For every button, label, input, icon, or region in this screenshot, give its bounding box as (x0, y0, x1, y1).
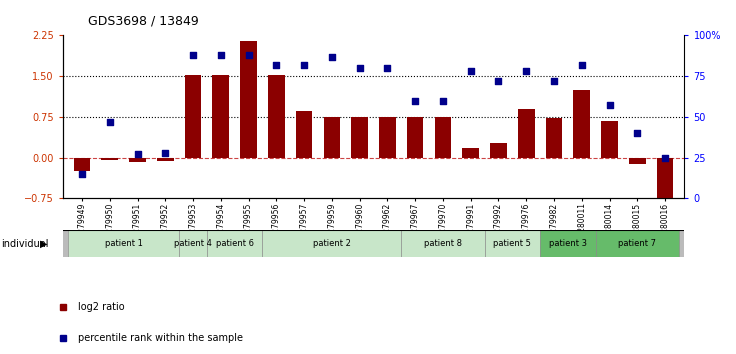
Bar (157, 158, 174, 161)
Text: GDS3698 / 13849: GDS3698 / 13849 (88, 14, 199, 27)
Bar (268, 75, 285, 158)
Point (160, 150, 171, 155)
Point (76, 171, 88, 177)
Point (409, 98, 421, 103)
Point (298, 62, 310, 68)
Text: patient 7: patient 7 (618, 239, 657, 248)
Bar (595, 230, 679, 257)
Point (270, 62, 282, 68)
Bar (545, 119, 562, 158)
Bar (213, 75, 229, 158)
Point (381, 65, 393, 71)
Point (465, 68, 477, 74)
Point (104, 119, 116, 125)
Text: patient 8: patient 8 (424, 239, 462, 248)
Point (520, 68, 532, 74)
Bar (179, 230, 207, 257)
Bar (401, 230, 484, 257)
Bar (490, 143, 507, 158)
Point (492, 78, 504, 84)
Point (326, 54, 338, 59)
Point (631, 130, 643, 136)
Text: percentile rank within the sample: percentile rank within the sample (78, 333, 243, 343)
Bar (68, 230, 179, 257)
Point (243, 52, 255, 58)
Text: patient 2: patient 2 (313, 239, 351, 248)
Text: log2 ratio: log2 ratio (78, 302, 124, 312)
Bar (240, 41, 257, 158)
Point (548, 78, 560, 84)
Point (659, 155, 671, 160)
Bar (407, 117, 423, 158)
Bar (296, 112, 313, 158)
Point (215, 52, 227, 58)
Bar (434, 117, 451, 158)
Bar (657, 158, 673, 202)
Bar (263, 230, 401, 257)
Bar (102, 158, 118, 160)
Bar (518, 109, 534, 158)
Bar (130, 158, 146, 162)
Text: ▶: ▶ (40, 239, 48, 249)
Bar (462, 148, 479, 158)
Point (187, 52, 199, 58)
Point (437, 98, 449, 103)
Text: patient 3: patient 3 (549, 239, 587, 248)
Point (354, 65, 366, 71)
Bar (74, 158, 91, 171)
Bar (379, 117, 396, 158)
Text: patient 4: patient 4 (174, 239, 212, 248)
Text: individual: individual (1, 239, 49, 249)
Bar (601, 121, 618, 158)
Bar (484, 230, 540, 257)
Text: patient 5: patient 5 (493, 239, 531, 248)
Bar (207, 230, 263, 257)
Bar (573, 90, 590, 158)
Point (576, 62, 587, 68)
Bar (351, 117, 368, 158)
Point (604, 103, 615, 108)
Bar (185, 75, 202, 158)
Bar (324, 117, 340, 158)
Point (132, 152, 144, 157)
Text: patient 6: patient 6 (216, 239, 254, 248)
Text: patient 1: patient 1 (105, 239, 143, 248)
Bar (540, 230, 595, 257)
Bar (629, 158, 645, 164)
